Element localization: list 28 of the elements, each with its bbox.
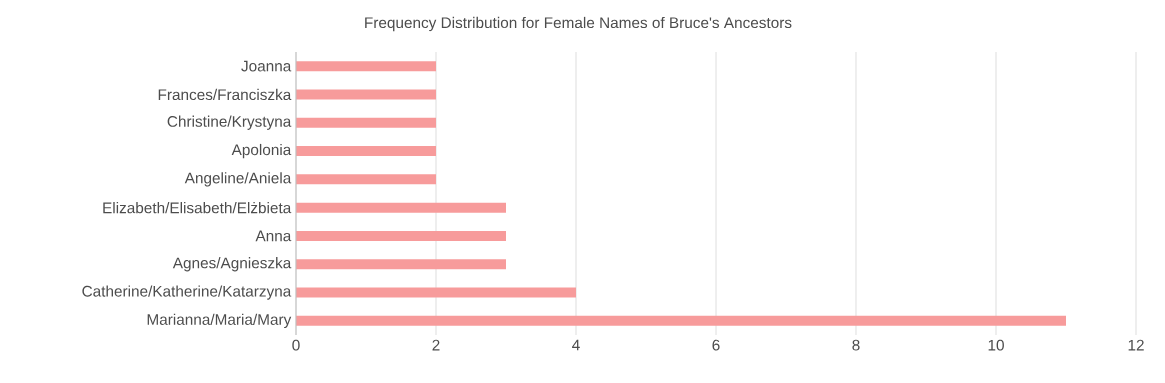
y-tick-label: Apolonia xyxy=(231,143,292,159)
y-tick-label: Marianna/Maria/Mary xyxy=(147,313,292,328)
bar xyxy=(296,174,436,185)
y-tick-label: Anna xyxy=(255,230,292,242)
bar xyxy=(296,117,436,128)
y-tick-label: Agnes/Agnieszka xyxy=(172,257,292,272)
bar xyxy=(296,202,506,213)
x-tick-label: 6 xyxy=(712,339,720,351)
y-tick-label: Elizabeth/Elisabeth/Elżbieta xyxy=(103,202,292,214)
bar xyxy=(296,287,576,298)
x-tick-label: 8 xyxy=(852,339,860,351)
bar xyxy=(296,315,1066,326)
bar xyxy=(296,259,506,270)
bar xyxy=(296,89,436,100)
y-tick-label: Joanna xyxy=(241,60,292,72)
y-tick-label: Angeline/Aniela xyxy=(184,172,292,187)
bar xyxy=(296,61,436,72)
x-tick-label: 4 xyxy=(572,339,580,351)
bar xyxy=(296,230,506,241)
y-tick-label: Catherine/Katherine/Katarzyna xyxy=(82,285,292,300)
y-tick-label: Frances/Franciszka xyxy=(158,88,292,101)
x-tick-label: 0 xyxy=(292,339,300,351)
bar xyxy=(296,146,436,157)
x-tick-label: 2 xyxy=(432,339,440,351)
x-tick-label: 10 xyxy=(988,339,1004,351)
x-tick-label: 12 xyxy=(1128,339,1144,351)
y-tick-label: Christine/Krystyna xyxy=(167,115,292,130)
chart-title: Frequency Distribution for Female Names of Bruce's Ancestors xyxy=(365,16,792,32)
